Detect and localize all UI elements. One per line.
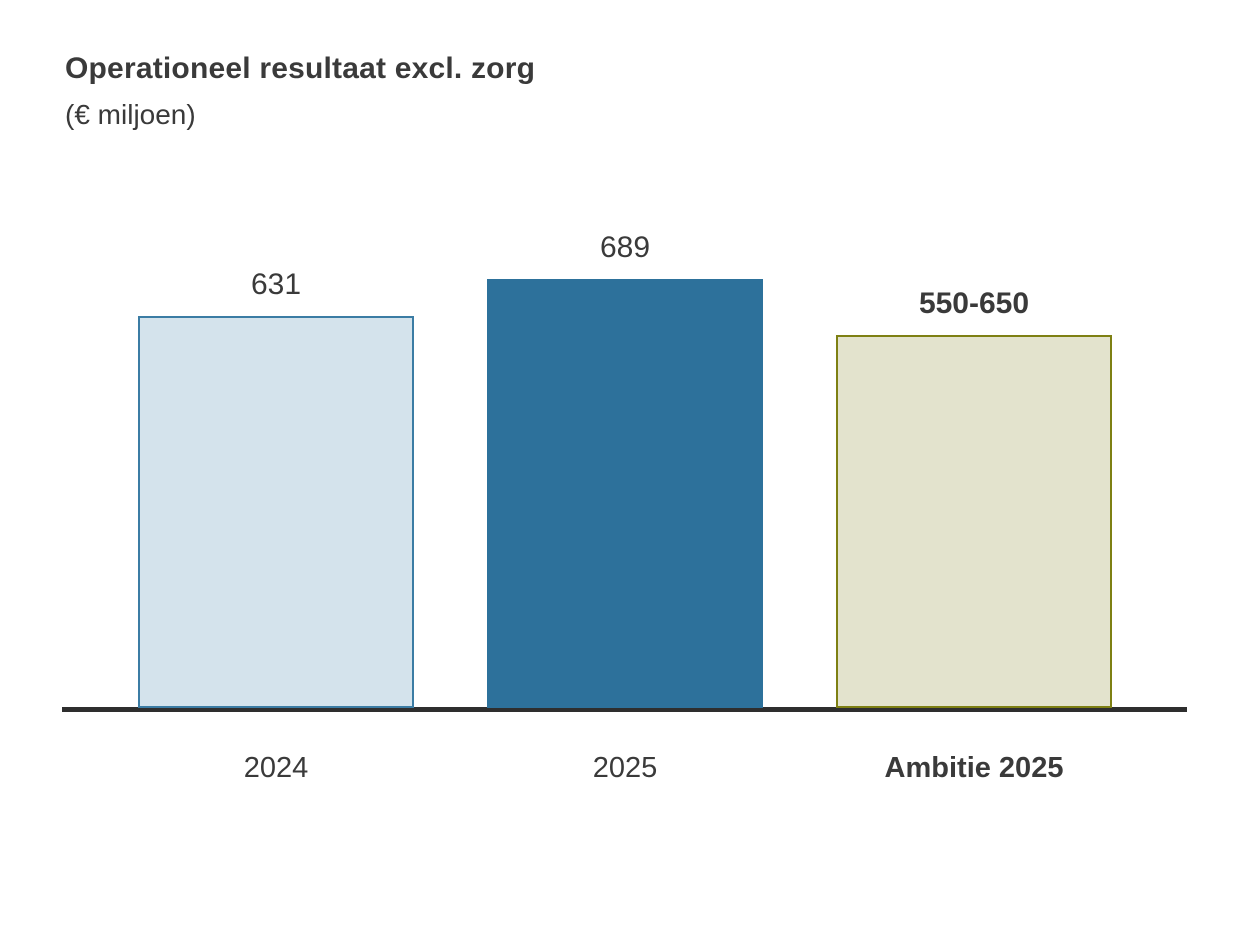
x-axis-label: Ambitie 2025 — [884, 752, 1064, 784]
x-axis-line — [62, 707, 1187, 712]
chart-title: Operationeel resultaat excl. zorg — [65, 52, 536, 85]
x-axis-label: 2025 — [592, 752, 658, 784]
chart-subtitle: (€ miljoen) — [65, 99, 196, 130]
bar-value-label: 550-650 — [918, 287, 1030, 320]
bar-value-label: 631 — [250, 268, 302, 301]
bar-value-label: 689 — [599, 231, 651, 264]
bar-2025 — [487, 279, 763, 708]
bar-ambitie-2025 — [836, 335, 1112, 708]
bar-2024 — [138, 316, 414, 708]
x-axis-label: 2024 — [243, 752, 309, 784]
